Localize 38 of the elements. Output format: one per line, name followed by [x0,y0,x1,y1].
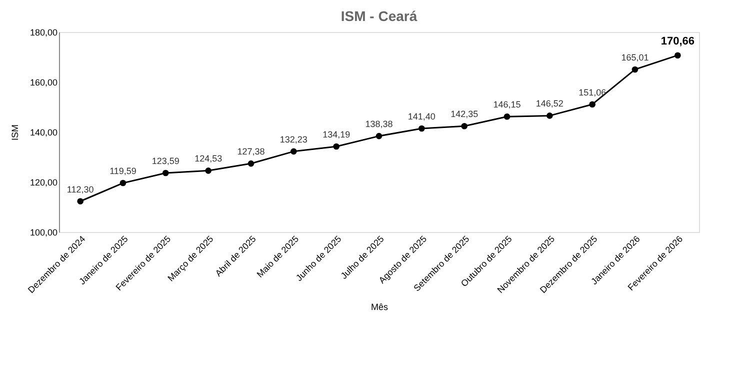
y-tick-label: 160,00 [30,78,58,88]
point [632,66,638,73]
point [546,112,553,119]
point [290,148,297,155]
x-axis-title: Mês [370,302,388,312]
point [120,180,126,186]
data-label: 134,19 [322,130,350,140]
data-label: 170,66 [660,35,694,48]
point [504,113,510,120]
point [248,160,254,167]
point [77,198,84,204]
data-label: 142,35 [450,109,478,120]
point [418,125,425,132]
point [674,52,681,59]
data-label: 123,59 [152,156,180,166]
point [376,132,382,140]
data-label: 146,15 [493,100,521,110]
y-axis-title: ISM [10,124,20,141]
data-label: 132,23 [280,134,308,144]
data-label: 151,06 [578,87,606,98]
y-tick-label: 120,00 [30,178,58,188]
point [333,143,340,150]
point [205,168,212,174]
y-tick-label: 100,00 [30,228,58,238]
y-tick-label: 180,00 [30,28,58,38]
point [461,122,468,130]
data-label: 146,52 [536,98,564,109]
chart-title: ISM - Ceará [340,8,418,24]
data-label: 127,38 [237,146,265,157]
data-label: 112,30 [66,184,94,194]
data-label: 138,38 [365,119,393,130]
data-label: 165,01 [621,52,649,62]
data-label: 124,53 [194,154,222,164]
point [162,170,169,176]
point [589,101,596,108]
data-label: 141,40 [408,112,436,122]
y-tick-label: 140,00 [30,128,58,138]
data-label: 119,59 [110,166,136,176]
